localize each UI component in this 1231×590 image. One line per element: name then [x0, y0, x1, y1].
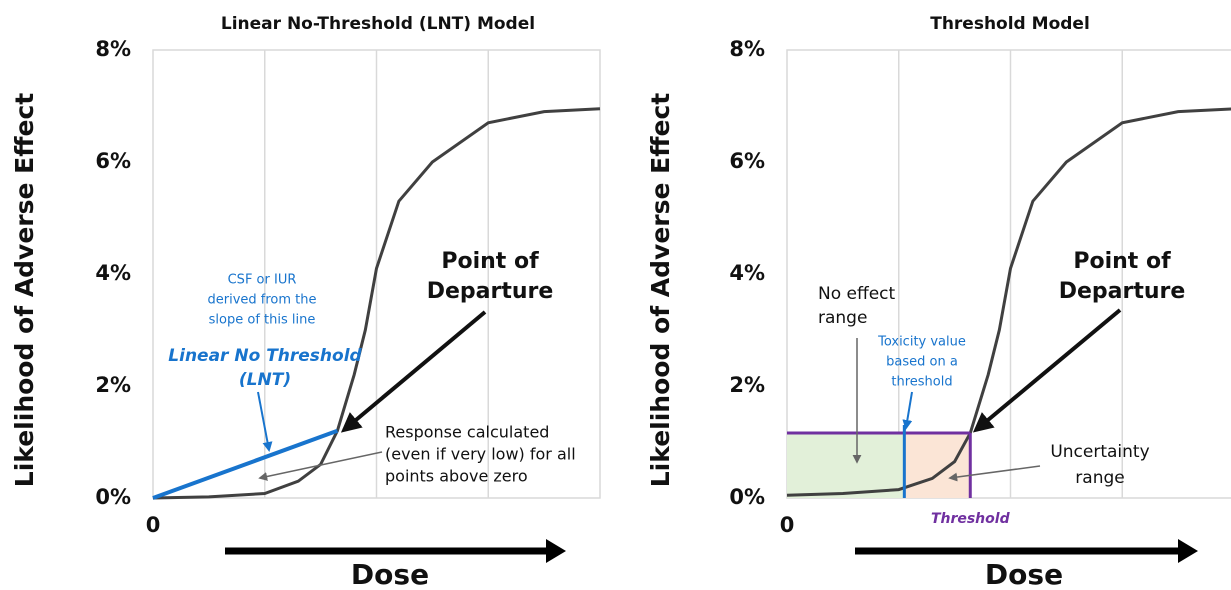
x-tick-label: 0: [780, 513, 795, 537]
y-axis-label: Likelihood of Adverse Effect: [646, 93, 675, 488]
annotation: Toxicity value: [877, 335, 966, 350]
y-tick-label: 2%: [729, 373, 765, 397]
annotation: derived from the: [207, 293, 316, 308]
annotation-arrow: [948, 465, 1041, 482]
chart-title: Threshold Model: [930, 14, 1090, 34]
annotation: Linear No Threshold: [168, 346, 362, 366]
no-effect-range: [787, 433, 905, 498]
annotation: (LNT): [239, 370, 291, 390]
y-tick-label: 6%: [95, 149, 131, 173]
y-tick-label: 8%: [729, 37, 765, 61]
y-tick-label: 0%: [729, 485, 765, 509]
x-axis-label: Dose: [985, 558, 1063, 590]
dose-arrow-head: [546, 539, 566, 563]
annotation: Departure: [1059, 279, 1186, 304]
annotation: Uncertainty: [1050, 442, 1149, 462]
annotation: No effect: [818, 284, 895, 304]
dose-response-curve: [152, 107, 601, 500]
y-tick-label: 6%: [729, 149, 765, 173]
annotation: CSF or IUR: [228, 273, 297, 288]
annotation: slope of this line: [209, 313, 316, 328]
uncertainty-range: [904, 433, 971, 498]
annotation: threshold: [891, 375, 952, 390]
x-tick-label: 0: [146, 513, 161, 537]
annotation: based on a: [886, 355, 958, 370]
annotation: Departure: [427, 279, 554, 304]
annotation-arrow: [902, 391, 913, 430]
chart-title: Linear No-Threshold (LNT) Model: [221, 14, 535, 34]
lnt-line: [152, 428, 339, 500]
y-tick-label: 4%: [95, 261, 131, 285]
annotation: Point of: [441, 249, 539, 274]
annotation: (even if very low) for all: [385, 445, 576, 464]
x-axis-label: Dose: [351, 558, 429, 590]
annotation: range: [1075, 468, 1124, 488]
dose-arrow-head: [1178, 539, 1198, 563]
y-axis-label: Likelihood of Adverse Effect: [10, 93, 39, 488]
chart: [152, 49, 601, 500]
annotation-arrow: [340, 310, 487, 433]
annotation: range: [818, 308, 867, 328]
y-tick-label: 2%: [95, 373, 131, 397]
threshold-label: Threshold: [931, 511, 1011, 527]
annotation: Point of: [1073, 249, 1171, 274]
annotation-arrow: [257, 391, 273, 452]
y-tick-label: 4%: [729, 261, 765, 285]
arrows: [225, 539, 1198, 563]
annotation-arrow: [258, 451, 383, 481]
y-tick-label: 8%: [95, 37, 131, 61]
y-tick-label: 0%: [95, 485, 131, 509]
annotation: Response calculated: [385, 423, 549, 442]
chart: [786, 49, 1231, 499]
annotation: points above zero: [385, 467, 528, 486]
annotation-arrow: [972, 308, 1122, 433]
